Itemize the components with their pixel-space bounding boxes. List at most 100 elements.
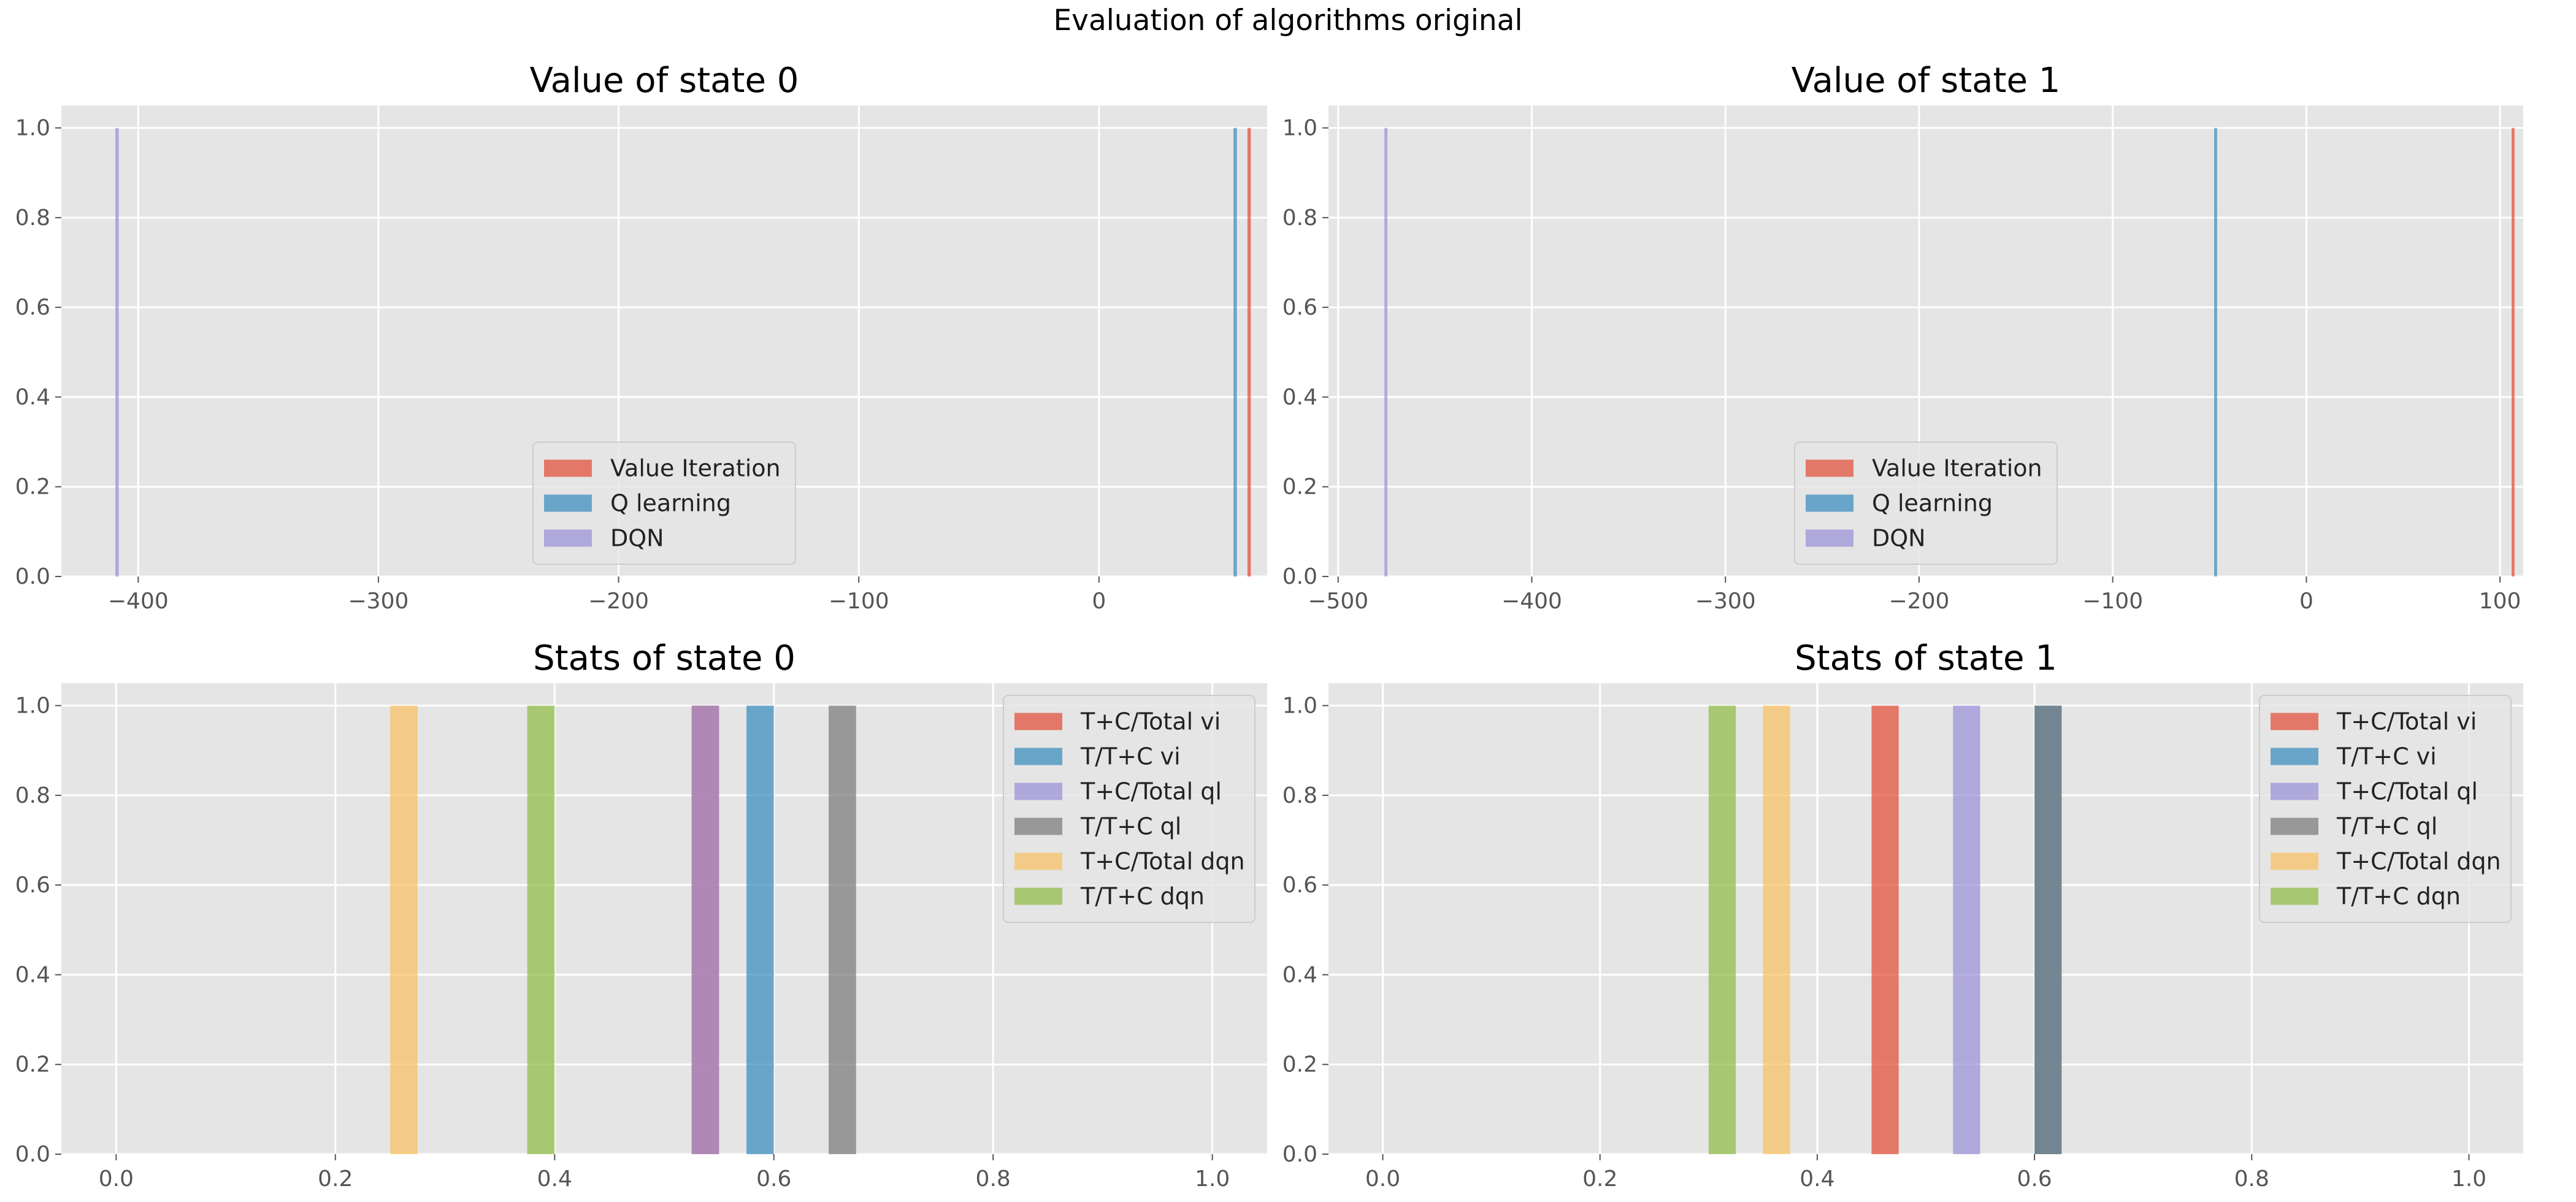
- subplot-4: 0.0 0.2 0.4 0.6 0.8 1.0 0.0 0.2 0.4 0.6 0.8 1.0 Stat…: [1282, 638, 2523, 1192]
- x-tick-label: 0.4: [537, 1166, 572, 1192]
- x-tick-label: −200: [588, 589, 649, 614]
- legend-label: Value Iteration: [1872, 455, 2042, 482]
- subplot-title: Value of state 1: [1792, 61, 2061, 101]
- x-tick-label: 0.8: [2234, 1166, 2269, 1192]
- legend-label: T/T+C ql: [2336, 813, 2437, 840]
- histogram-bar: [1708, 705, 1736, 1154]
- legend-swatch: [1014, 783, 1062, 800]
- x-tick-label: 0.2: [1582, 1166, 1617, 1192]
- legend-swatch: [544, 459, 592, 477]
- x-tick-label: −500: [1308, 589, 1368, 614]
- histogram-bar: [527, 705, 555, 1154]
- y-tick-label: 0.8: [1282, 205, 1317, 231]
- y-tick-label: 0.8: [1282, 783, 1317, 808]
- y-tick-label: 0.0: [1282, 564, 1317, 589]
- y-tick-label: 0.2: [1282, 475, 1317, 500]
- figure-title: Evaluation of algorithms original: [1053, 4, 1523, 37]
- legend-label: T+C/Total dqn: [2336, 848, 2501, 875]
- legend-label: T+C/Total vi: [1080, 708, 1221, 735]
- y-tick-label: 0.6: [15, 295, 50, 320]
- x-tick-label: 0.6: [2017, 1166, 2052, 1192]
- x-tick-label: 0.8: [976, 1166, 1011, 1192]
- histogram-bar: [1953, 705, 1980, 1154]
- y-tick-label: 0.2: [15, 1052, 50, 1078]
- y-tick-label: 0.4: [15, 385, 50, 410]
- histogram-bar: [2034, 705, 2062, 1154]
- subplot-title: Stats of state 1: [1795, 638, 2057, 678]
- x-tick-label: −400: [108, 589, 169, 614]
- x-tick-label: −300: [1695, 589, 1756, 614]
- legend-box: [1003, 695, 1255, 923]
- legend-swatch: [544, 529, 592, 547]
- y-tick-label: 1.0: [1282, 116, 1317, 141]
- histogram-bar: [829, 705, 856, 1154]
- legend-swatch: [2271, 887, 2318, 905]
- x-tick-label: 0.6: [756, 1166, 791, 1192]
- legend-label: DQN: [1872, 525, 1926, 552]
- legend-swatch: [2271, 783, 2318, 800]
- x-tick-label: 0.2: [318, 1166, 353, 1192]
- legend-swatch: [2271, 748, 2318, 765]
- legend-label: T+C/Total dqn: [1080, 848, 1245, 875]
- legend-swatch: [2271, 852, 2318, 870]
- y-tick-label: 0.8: [15, 205, 50, 231]
- legend-box: [1794, 442, 2058, 565]
- legend-label: DQN: [610, 525, 664, 552]
- legend-swatch: [2271, 713, 2318, 730]
- x-tick-label: 0: [2299, 589, 2313, 614]
- histogram-bar: [115, 128, 119, 577]
- histogram-bar: [2512, 128, 2515, 577]
- legend-label: Value Iteration: [610, 455, 781, 482]
- y-tick-label: 0.8: [15, 783, 50, 808]
- histogram-bar: [1871, 705, 1899, 1154]
- legend: T+C/Total vi T/T+C vi T+C/Total ql T/T+C ql…: [1003, 695, 1255, 923]
- subplot-3: 0.0 0.2 0.4 0.6 0.8 1.0 0.0 0.2 0.4 0.6 0.8 1.0 Stat…: [15, 638, 1267, 1192]
- y-tick-label: 1.0: [1282, 694, 1317, 719]
- legend-swatch: [1014, 713, 1062, 730]
- x-tick-label: 0.0: [99, 1166, 134, 1192]
- y-tick-label: 1.0: [15, 694, 50, 719]
- x-tick-label: −200: [1889, 589, 1950, 614]
- legend-swatch: [544, 494, 592, 512]
- x-tick-label: −400: [1501, 589, 1562, 614]
- legend-label: T/T+C dqn: [1080, 883, 1205, 910]
- y-tick-label: 0.6: [1282, 295, 1317, 320]
- legend-label: Q learning: [610, 490, 731, 517]
- legend-label: T+C/Total vi: [2336, 708, 2477, 735]
- x-tick-label: 100: [2479, 589, 2521, 614]
- subplot-1: −400 −300 −200 −100 0 0.0 0.2 0.4 0.6 0.8 1.0 Value…: [15, 61, 1267, 614]
- y-tick-label: 0.4: [15, 962, 50, 987]
- y-tick-label: 0.0: [15, 564, 50, 589]
- histogram-bar: [1763, 705, 1790, 1154]
- y-tick-label: 0.2: [15, 475, 50, 500]
- legend-swatch: [1014, 852, 1062, 870]
- x-tick-label: 0.4: [1800, 1166, 1834, 1192]
- legend-swatch: [1806, 494, 1853, 512]
- y-tick-label: 0.0: [1282, 1142, 1317, 1167]
- histogram-bar: [691, 705, 719, 1154]
- histogram-bar: [746, 705, 774, 1154]
- legend-swatch: [1806, 529, 1853, 547]
- legend-label: T+C/Total ql: [1080, 778, 1222, 805]
- subplot-title: Value of state 0: [530, 61, 799, 101]
- y-tick-label: 0.0: [15, 1142, 50, 1167]
- legend-swatch: [1014, 817, 1062, 835]
- histogram-bar: [390, 705, 418, 1154]
- x-tick-label: 1.0: [1195, 1166, 1230, 1192]
- legend-box: [532, 442, 796, 565]
- y-tick-label: 0.4: [1282, 962, 1317, 987]
- legend-label: T/T+C ql: [1080, 813, 1181, 840]
- legend-label: Q learning: [1872, 490, 1993, 517]
- legend: Value Iteration Q learning DQN: [1794, 442, 2058, 565]
- x-tick-label: −100: [829, 589, 889, 614]
- legend: Value Iteration Q learning DQN: [532, 442, 796, 565]
- x-tick-label: −300: [348, 589, 409, 614]
- legend-swatch: [1014, 887, 1062, 905]
- histogram-bar: [1384, 128, 1387, 577]
- x-tick-label: 0: [1092, 589, 1106, 614]
- x-tick-label: 1.0: [2451, 1166, 2486, 1192]
- legend-swatch: [2271, 817, 2318, 835]
- y-tick-label: 0.6: [1282, 873, 1317, 898]
- histogram-bar: [2214, 128, 2217, 577]
